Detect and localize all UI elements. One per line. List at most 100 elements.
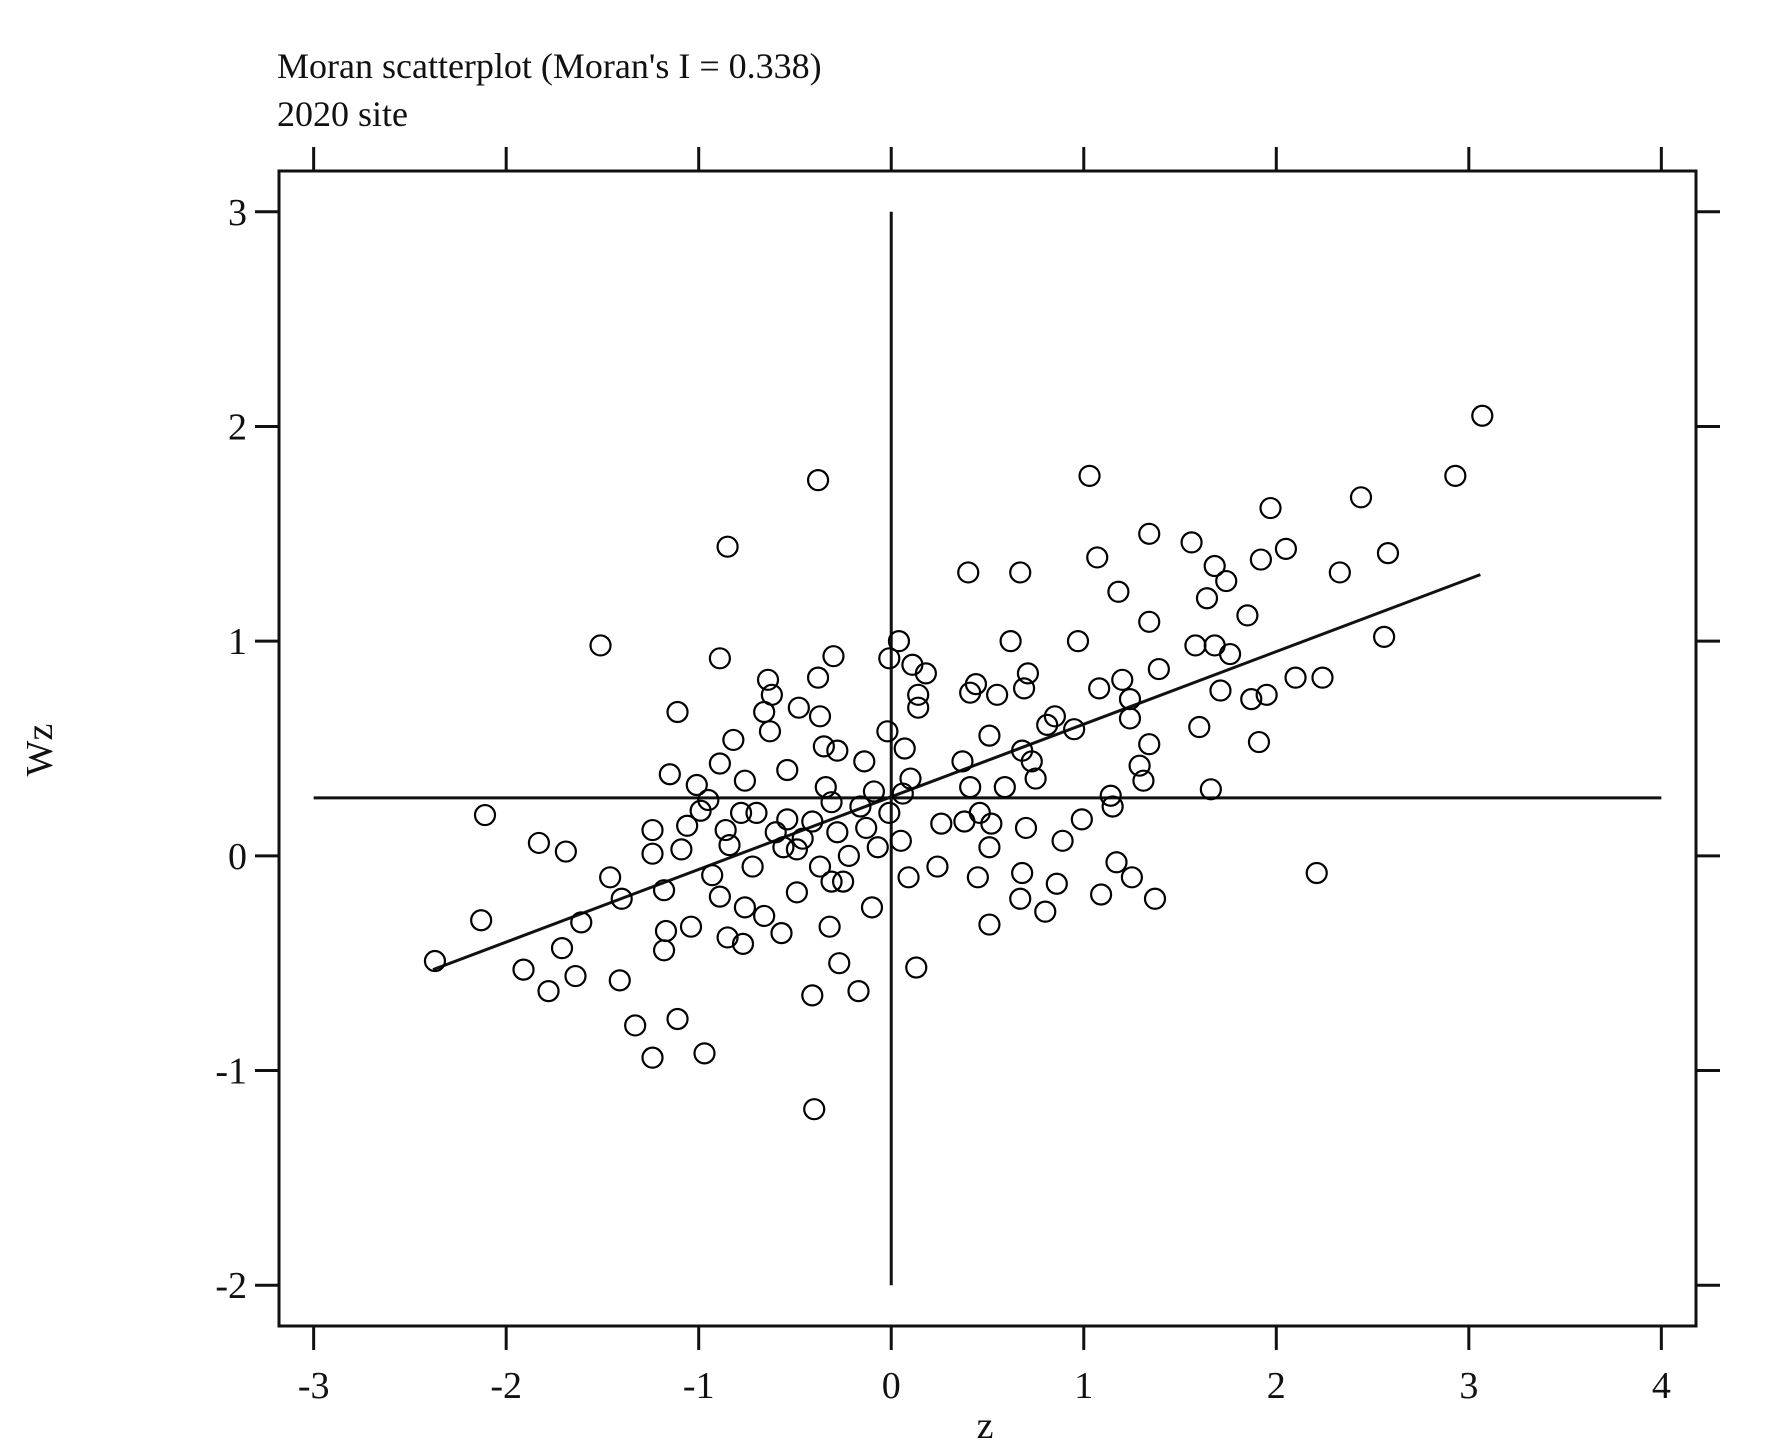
x-tick-label: 3 (1459, 1365, 1478, 1407)
point (1009, 561, 1032, 584)
point (978, 724, 1001, 747)
point (716, 535, 739, 558)
point (1138, 733, 1161, 756)
point (812, 735, 835, 758)
point (837, 844, 860, 867)
point (801, 810, 824, 833)
x-tick-label: -1 (683, 1365, 715, 1407)
point (554, 840, 577, 863)
point (849, 795, 872, 818)
point (1024, 767, 1047, 790)
point (537, 979, 560, 1003)
point (1128, 754, 1151, 777)
point (1105, 851, 1128, 874)
point (959, 681, 982, 704)
y-tick-label: 3 (228, 192, 247, 234)
x-tick-label: 0 (882, 1365, 901, 1407)
point (753, 700, 776, 724)
point (826, 739, 849, 762)
point (512, 958, 535, 981)
y-axis-label: Wz (19, 724, 61, 777)
point (708, 647, 731, 670)
point (527, 831, 551, 855)
point (685, 773, 708, 797)
chart-subtitle: 2020 site (277, 94, 408, 134)
point (993, 776, 1016, 799)
point (689, 799, 712, 822)
point (855, 816, 878, 840)
point (1043, 705, 1066, 728)
point (1215, 569, 1238, 593)
point (733, 896, 757, 919)
point (828, 952, 851, 975)
point (893, 737, 916, 760)
point (1259, 496, 1282, 520)
point (652, 939, 676, 962)
point (758, 720, 782, 743)
point (966, 866, 989, 889)
point (1101, 795, 1124, 818)
y-tick-label: 2 (228, 406, 247, 448)
point (1099, 784, 1122, 807)
y-tick-label: 1 (228, 621, 247, 663)
point (745, 801, 768, 825)
point (564, 964, 587, 988)
point (473, 803, 497, 827)
point (1284, 666, 1307, 689)
point (953, 810, 976, 833)
point (701, 864, 724, 887)
point (1274, 537, 1298, 560)
point (1118, 707, 1142, 730)
point (1184, 634, 1207, 657)
point (1305, 861, 1328, 885)
point (1203, 554, 1226, 578)
point (1240, 688, 1263, 711)
y-tick-label: -1 (215, 1051, 247, 1093)
point (978, 913, 1001, 936)
x-tick-label: 4 (1652, 1365, 1671, 1407)
point (641, 842, 664, 865)
point (624, 1014, 647, 1037)
point (570, 911, 593, 934)
point (1034, 900, 1057, 923)
point (722, 728, 745, 752)
point (1045, 872, 1068, 895)
point (1471, 404, 1494, 427)
point (1143, 887, 1167, 910)
point (822, 645, 845, 668)
point (978, 836, 1001, 859)
point (968, 801, 991, 825)
point (608, 969, 631, 992)
point (1249, 548, 1272, 571)
point (801, 984, 824, 1007)
point (1444, 464, 1467, 487)
point (1328, 561, 1351, 584)
point (679, 915, 703, 938)
point (803, 1098, 826, 1121)
x-axis-label: z (977, 1405, 994, 1447)
x-tick-label: 1 (1074, 1365, 1093, 1407)
fit-line (432, 573, 1481, 972)
point (897, 866, 920, 889)
point (708, 885, 731, 908)
point (693, 1042, 716, 1065)
y-tick-label: -2 (215, 1265, 247, 1307)
point (832, 870, 855, 893)
point (1036, 713, 1059, 736)
x-tick-label: -2 (490, 1365, 522, 1407)
point (808, 705, 832, 728)
point (1089, 883, 1113, 906)
point (866, 836, 889, 859)
point (731, 932, 755, 955)
point (853, 750, 876, 773)
point (641, 818, 664, 842)
y-tick-label: 0 (228, 836, 247, 878)
point (1011, 861, 1034, 885)
point (1199, 778, 1222, 801)
point (791, 827, 814, 850)
point (957, 561, 980, 584)
point (1107, 580, 1130, 603)
point (930, 812, 953, 835)
point (652, 879, 676, 902)
point (878, 647, 901, 670)
